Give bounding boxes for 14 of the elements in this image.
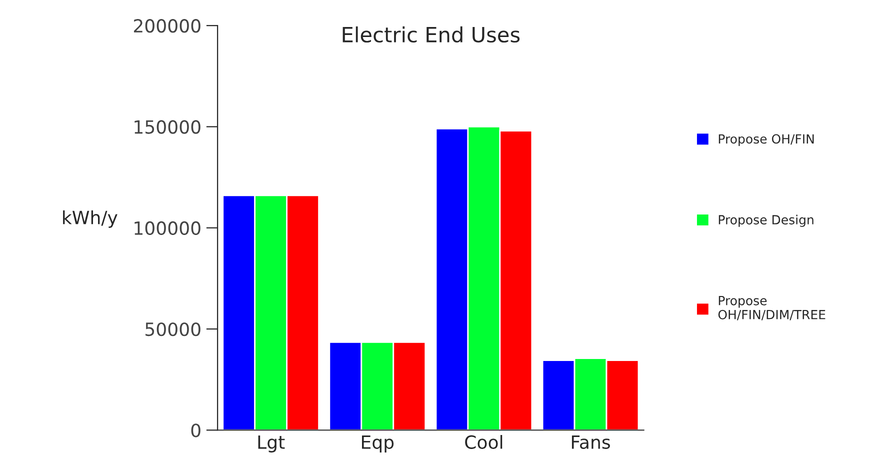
x-tick-label: Fans	[572, 436, 610, 449]
y-tick-label: 50000	[146, 322, 200, 336]
legend-label: Propose Design	[718, 214, 814, 227]
legend-label: Propose OH/FIN	[718, 134, 814, 146]
y-tick-label: 200000	[134, 19, 200, 33]
x-tick-label: Eqp	[362, 436, 394, 452]
y-tick-label: 0	[191, 424, 200, 438]
legend-label: Propose OH/FIN/DIM/TREE	[718, 296, 826, 320]
chart-title: Electric End Uses	[342, 26, 520, 43]
x-tick-label: Cool	[465, 434, 502, 449]
y-tick-label: 150000	[134, 120, 200, 134]
y-tick-label: 100000	[134, 221, 200, 235]
y-axis-title: kWh/y	[63, 210, 118, 228]
x-tick-label: Lgt	[258, 436, 285, 452]
